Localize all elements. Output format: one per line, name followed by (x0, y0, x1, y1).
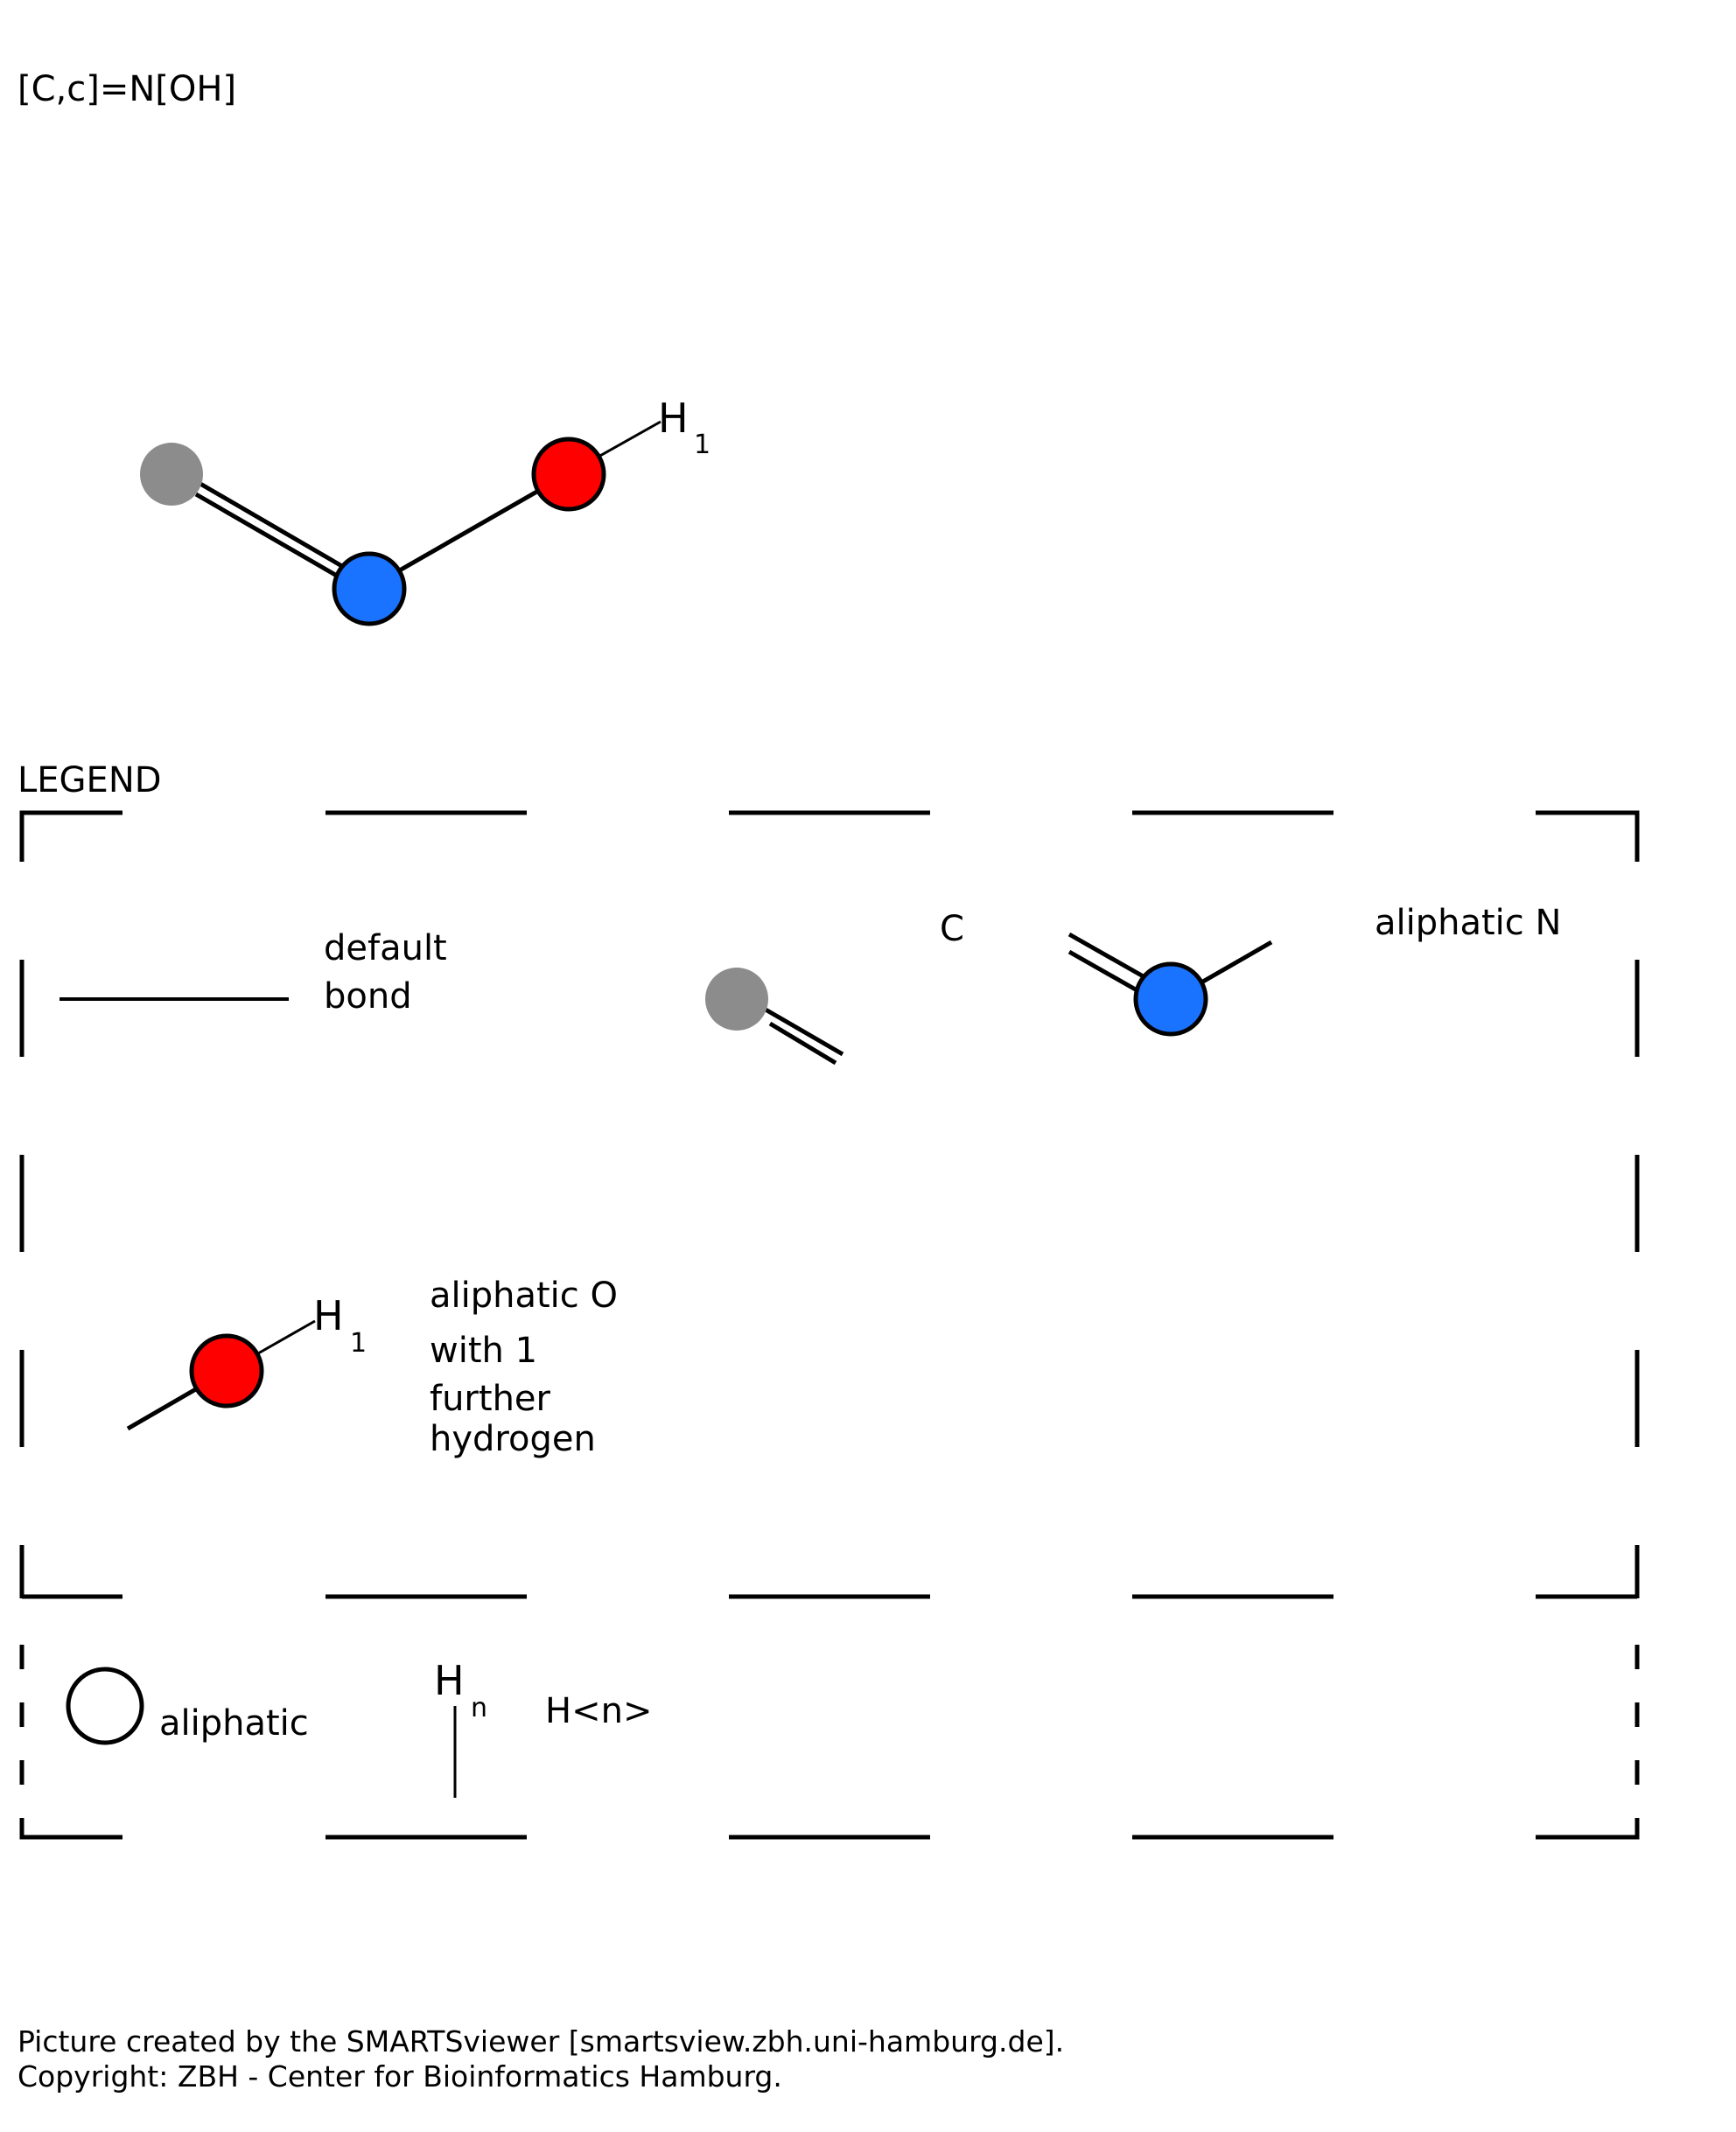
oxygen-label-3: further (430, 1379, 551, 1419)
legend-nitrogen-atom (1133, 961, 1208, 1037)
oxygen-label-4: hydrogen (430, 1419, 596, 1459)
key-hn: H n H<n> (434, 1657, 652, 1798)
legend-nitrogen: aliphatic N (1068, 903, 1561, 1037)
footer-copyright: Copyright: ZBH - Center for Bioinformati… (18, 2059, 782, 2094)
default-bond-label-1: default (324, 928, 447, 968)
smarts-pattern-title: [C,c]=N[OH] (18, 69, 236, 109)
oxygen-atom (531, 437, 606, 512)
legend-oxygen: H 1 aliphatic O with 1 further hydrogen (126, 1276, 618, 1459)
footer-credit: Picture created by the SMARTSviewer [sma… (18, 2024, 1064, 2059)
main-molecule: H 1 (140, 395, 710, 626)
carbon-label: C (940, 909, 964, 949)
carbon-atom (140, 443, 203, 506)
hydrogen-symbol: H (658, 395, 689, 442)
legend-oxygen-h-symbol: H (313, 1292, 344, 1339)
legend-carbon: C (705, 909, 964, 1066)
double-bond-line-1 (172, 465, 369, 584)
hn-subscript: n (471, 1693, 487, 1723)
oxygen-label-2: with 1 (430, 1331, 537, 1371)
legend-oxygen-h-count: 1 (350, 1328, 367, 1359)
nitrogen-label: aliphatic N (1375, 903, 1561, 943)
default-bond-label-2: bond (324, 976, 412, 1017)
oxygen-label-1: aliphatic O (430, 1276, 618, 1316)
aliphatic-circle-icon (66, 1667, 144, 1745)
key-frame (19, 1550, 1640, 1840)
legend-title: LEGEND (18, 760, 162, 800)
hn-symbol: H (434, 1657, 465, 1704)
hydrogen-count: 1 (694, 430, 710, 460)
nitrogen-atom (332, 551, 407, 626)
legend-carbon-atom (705, 968, 768, 1031)
legend-oxygen-atom (189, 1333, 264, 1409)
aliphatic-label: aliphatic (159, 1703, 309, 1744)
hn-label: H<n> (545, 1691, 652, 1731)
legend-default-bond: default bond (60, 928, 447, 1017)
key-aliphatic: aliphatic (66, 1667, 309, 1745)
